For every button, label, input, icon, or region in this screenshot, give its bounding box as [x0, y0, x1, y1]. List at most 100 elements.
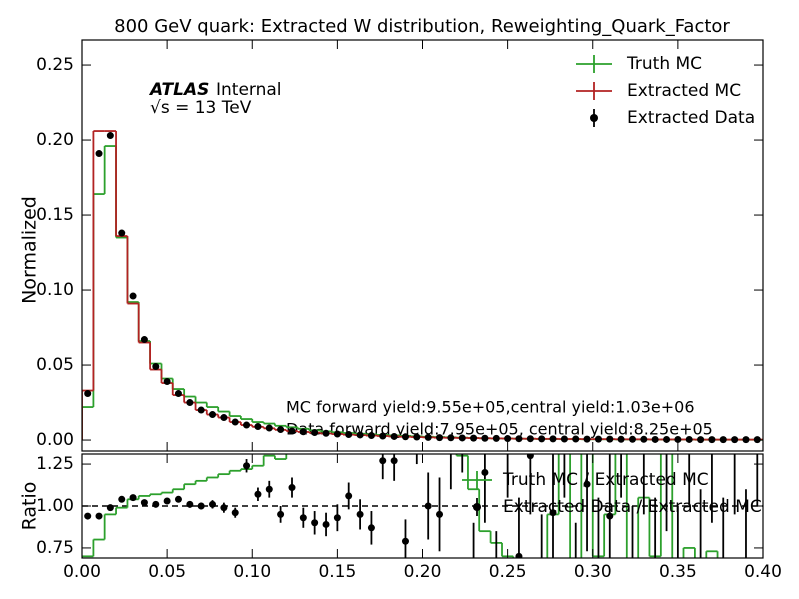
- data-point: [288, 427, 296, 435]
- legend-label: Truth MC / Extracted MC: [502, 470, 709, 490]
- data-point: [367, 432, 375, 440]
- data-point: [379, 457, 387, 465]
- legend-label: Extracted MC: [627, 81, 741, 101]
- data-point: [231, 418, 239, 426]
- data-point: [95, 512, 103, 520]
- y-tick-label: 0.15: [36, 205, 74, 225]
- legend-marker: [473, 503, 481, 511]
- y-tick-label: 1.25: [36, 454, 74, 474]
- data-point: [265, 485, 273, 493]
- plot-area: [82, 427, 763, 585]
- data-point: [583, 435, 591, 443]
- data-point: [674, 435, 682, 443]
- data-point: [231, 509, 239, 517]
- data-point: [720, 578, 727, 585]
- data-point: [436, 510, 444, 518]
- data-point: [629, 578, 636, 585]
- data-point: [652, 570, 659, 577]
- data-point: [84, 390, 92, 398]
- data-point: [583, 480, 591, 488]
- plot-area: [82, 130, 763, 444]
- y-tick-label: 0.75: [36, 538, 74, 558]
- y-tick-label: 0.10: [36, 280, 74, 300]
- data-point: [629, 435, 637, 443]
- data-point: [265, 424, 273, 432]
- data-point: [458, 434, 466, 442]
- legend-label: Truth MC: [626, 54, 702, 74]
- data-point: [492, 434, 500, 442]
- data-point: [152, 363, 160, 371]
- data-point: [390, 432, 398, 440]
- data-point: [95, 150, 103, 158]
- data-point: [243, 462, 251, 470]
- data-point: [719, 436, 727, 444]
- x-tick-label: 0.15: [318, 562, 356, 582]
- data-point: [345, 492, 353, 500]
- data-point: [254, 490, 262, 498]
- data-point: [254, 423, 262, 431]
- x-tick-label: 0.25: [489, 562, 527, 582]
- data-point: [594, 435, 602, 443]
- data-point: [197, 502, 205, 510]
- data-point: [163, 497, 171, 505]
- data-point: [208, 411, 216, 419]
- data-point: [356, 431, 364, 439]
- data-point: [333, 514, 341, 522]
- data-point: [288, 484, 296, 492]
- data-point: [367, 524, 375, 532]
- data-point: [186, 500, 194, 508]
- data-point: [515, 552, 523, 558]
- data-point: [413, 433, 421, 441]
- data-point: [538, 435, 546, 443]
- data-point: [197, 406, 205, 414]
- data-point: [560, 435, 568, 443]
- data-point: [742, 436, 750, 444]
- x-tick-label: 0.20: [404, 562, 442, 582]
- y-axis-label: Normalized: [19, 196, 41, 304]
- data-point: [481, 468, 489, 476]
- data-point: [697, 436, 705, 444]
- data-point: [311, 519, 319, 527]
- data-point: [277, 426, 285, 434]
- step-riser: [82, 454, 719, 558]
- x-tick-label: 0.35: [659, 562, 697, 582]
- x-tick-label: 0.30: [574, 562, 612, 582]
- data-point: [549, 509, 557, 517]
- data-point: [84, 512, 92, 520]
- data-point: [277, 510, 285, 518]
- y-tick-label: 0.05: [36, 355, 74, 375]
- data-point: [345, 431, 353, 438]
- data-point: [356, 510, 364, 518]
- data-point: [401, 537, 409, 545]
- data-point: [322, 429, 330, 437]
- data-point: [140, 499, 148, 507]
- data-point: [447, 434, 455, 442]
- data-point: [470, 570, 477, 577]
- annotation: MC forward yield:9.55e+05,central yield:…: [286, 398, 695, 417]
- data-point: [174, 390, 182, 398]
- chart-title: 800 GeV quark: Extracted W distribution,…: [114, 16, 730, 37]
- data-point: [663, 444, 670, 451]
- data-point: [424, 502, 432, 510]
- data-point: [504, 435, 512, 443]
- data-point: [526, 454, 534, 460]
- legend-label: Extracted Data: [627, 108, 755, 128]
- legend-marker: [590, 114, 598, 122]
- data-point: [640, 435, 648, 443]
- data-point: [333, 430, 341, 438]
- data-point: [481, 434, 489, 442]
- data-point: [606, 512, 614, 520]
- data-point: [106, 504, 114, 512]
- data-point: [731, 427, 738, 434]
- data-point: [118, 495, 126, 503]
- y-axis-label: Ratio: [19, 482, 41, 531]
- y-tick-label: 0.20: [36, 130, 74, 150]
- data-point: [208, 500, 216, 508]
- legend-label: Extracted Data / Extracted MC: [503, 497, 762, 517]
- x-tick-label: 0.10: [233, 562, 271, 582]
- data-point: [174, 495, 182, 503]
- data-point: [572, 435, 580, 443]
- x-tick-label: 0.40: [744, 562, 782, 582]
- data-point: [129, 292, 137, 300]
